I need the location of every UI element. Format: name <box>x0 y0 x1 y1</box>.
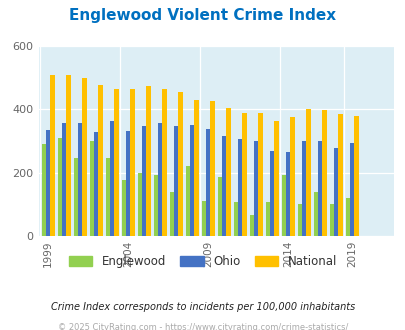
Bar <box>281 175 286 236</box>
Bar <box>58 138 62 236</box>
Bar <box>301 141 306 236</box>
Bar <box>62 123 66 236</box>
Bar <box>42 144 46 236</box>
Bar <box>194 100 198 236</box>
Bar <box>122 180 126 236</box>
Bar <box>269 150 274 236</box>
Bar <box>217 178 222 236</box>
Bar <box>126 131 130 236</box>
Bar <box>354 116 358 236</box>
Bar <box>233 202 237 236</box>
Bar <box>237 139 242 236</box>
Bar <box>158 123 162 236</box>
Bar <box>178 92 182 236</box>
Text: Crime Index corresponds to incidents per 100,000 inhabitants: Crime Index corresponds to incidents per… <box>51 302 354 312</box>
Bar <box>349 143 354 236</box>
Bar <box>205 129 210 236</box>
Bar <box>258 113 262 236</box>
Bar <box>290 117 294 236</box>
Bar <box>329 204 333 236</box>
Bar <box>169 192 174 236</box>
Bar <box>242 113 246 236</box>
Bar <box>306 110 310 236</box>
Bar <box>297 204 301 236</box>
Bar <box>345 198 349 236</box>
Bar <box>78 123 82 236</box>
Bar <box>142 126 146 236</box>
Text: © 2025 CityRating.com - https://www.cityrating.com/crime-statistics/: © 2025 CityRating.com - https://www.city… <box>58 323 347 330</box>
Bar <box>162 89 166 236</box>
Bar <box>153 175 158 236</box>
Bar <box>90 141 94 236</box>
Bar <box>46 130 50 236</box>
Bar <box>114 89 118 236</box>
Bar <box>265 202 269 236</box>
Bar <box>110 121 114 236</box>
Bar <box>317 141 322 236</box>
Bar <box>94 132 98 236</box>
Bar <box>190 125 194 236</box>
Bar <box>105 158 110 236</box>
Bar <box>50 75 55 236</box>
Bar <box>254 141 258 236</box>
Bar <box>82 78 86 236</box>
Bar <box>130 89 134 236</box>
Bar <box>201 201 205 236</box>
Text: Englewood Violent Crime Index: Englewood Violent Crime Index <box>69 8 336 23</box>
Bar <box>74 158 78 236</box>
Bar <box>333 148 337 236</box>
Bar <box>322 111 326 236</box>
Bar <box>185 166 190 236</box>
Bar <box>313 192 317 236</box>
Bar <box>249 215 254 236</box>
Bar <box>222 136 226 236</box>
Bar <box>286 152 290 236</box>
Legend: Englewood, Ohio, National: Englewood, Ohio, National <box>64 250 341 273</box>
Bar <box>210 101 214 236</box>
Bar <box>137 173 142 236</box>
Bar <box>146 86 150 236</box>
Bar <box>66 75 70 236</box>
Bar <box>226 108 230 236</box>
Bar <box>274 120 278 236</box>
Bar <box>337 114 342 236</box>
Bar <box>98 85 102 236</box>
Bar <box>174 126 178 236</box>
